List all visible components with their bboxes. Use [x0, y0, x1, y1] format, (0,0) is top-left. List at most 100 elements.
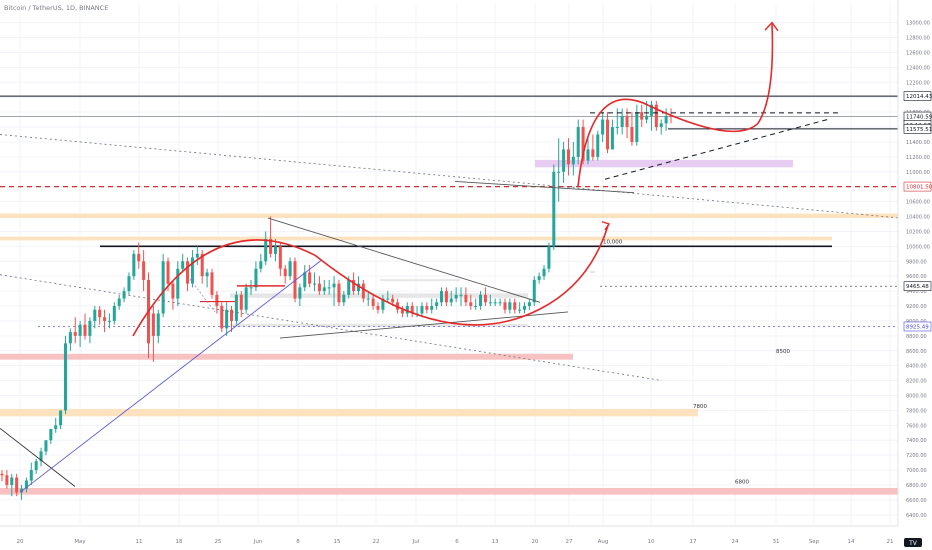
candle[interactable] — [249, 279, 253, 295]
candle[interactable] — [54, 417, 58, 433]
candle[interactable] — [459, 287, 463, 307]
candle[interactable] — [410, 302, 414, 318]
candle[interactable] — [327, 279, 331, 295]
candle[interactable] — [620, 108, 624, 135]
candle[interactable] — [488, 294, 492, 307]
candle[interactable] — [474, 298, 478, 310]
candle[interactable] — [361, 279, 365, 303]
candle[interactable] — [337, 279, 341, 307]
candle[interactable] — [430, 298, 434, 314]
candle[interactable] — [630, 112, 634, 146]
candle[interactable] — [151, 306, 155, 362]
candle[interactable] — [171, 279, 175, 310]
candle[interactable] — [635, 104, 639, 146]
candle[interactable] — [176, 261, 180, 307]
candle[interactable] — [278, 242, 282, 277]
candle[interactable] — [464, 287, 468, 307]
candle[interactable] — [562, 141, 566, 183]
candle[interactable] — [469, 294, 473, 310]
candle[interactable] — [439, 287, 444, 307]
candle[interactable] — [34, 458, 38, 474]
price-axis[interactable]: 6400.00 6600.00 6800.00 7000.00 7200.00 7400.… — [897, 0, 932, 550]
candle[interactable] — [396, 298, 400, 314]
candle[interactable] — [444, 287, 448, 307]
candle[interactable] — [181, 253, 185, 273]
candle[interactable] — [586, 138, 590, 165]
candle[interactable] — [161, 253, 165, 318]
candle[interactable] — [552, 164, 556, 251]
candle[interactable] — [640, 104, 644, 128]
candle[interactable] — [571, 141, 575, 176]
candle[interactable] — [386, 291, 390, 303]
candle[interactable] — [88, 317, 92, 344]
candle[interactable] — [308, 265, 312, 288]
candle[interactable] — [576, 119, 580, 165]
candle[interactable] — [610, 119, 614, 150]
candle[interactable] — [298, 283, 302, 307]
candle[interactable] — [313, 272, 317, 292]
candle[interactable] — [322, 279, 326, 295]
candle[interactable] — [244, 283, 248, 314]
candle[interactable] — [20, 484, 24, 500]
candle[interactable] — [190, 250, 194, 288]
candle[interactable] — [269, 216, 273, 258]
candle[interactable] — [273, 238, 277, 262]
price-label[interactable]: 10801.50 — [903, 181, 932, 192]
candle[interactable] — [29, 462, 33, 485]
candle[interactable] — [239, 291, 243, 318]
candle[interactable] — [503, 298, 507, 314]
candle[interactable] — [73, 317, 77, 344]
candle[interactable] — [527, 298, 531, 310]
candle[interactable] — [449, 291, 453, 307]
candle[interactable] — [229, 306, 234, 333]
candle[interactable] — [259, 253, 263, 273]
candle[interactable] — [146, 272, 151, 359]
price-label[interactable]: 12014.43 — [903, 91, 932, 101]
candle[interactable] — [317, 276, 321, 295]
candle[interactable] — [303, 265, 307, 292]
time-axis[interactable]: 20 May 11 18 25 Jun 8 15 22 Jul 6 13 20 27 Aug 10 17 24 31… — [0, 525, 898, 545]
candle[interactable] — [78, 320, 82, 348]
candle[interactable] — [537, 272, 541, 284]
candle[interactable] — [293, 257, 297, 303]
candle[interactable] — [649, 100, 653, 131]
candle[interactable] — [93, 306, 97, 329]
candle[interactable] — [513, 298, 517, 314]
candle[interactable] — [332, 276, 336, 307]
candle[interactable] — [557, 138, 561, 202]
candle[interactable] — [376, 302, 380, 314]
candle[interactable] — [654, 100, 658, 131]
candle[interactable] — [400, 306, 404, 318]
candle[interactable] — [532, 276, 536, 307]
candle[interactable] — [117, 294, 121, 310]
candle[interactable] — [127, 272, 131, 295]
candle[interactable] — [68, 328, 72, 351]
candle[interactable] — [606, 112, 610, 154]
price-label[interactable]: 8925.49 — [903, 321, 932, 332]
candle[interactable] — [220, 302, 224, 333]
candle[interactable] — [234, 291, 238, 325]
candle[interactable] — [420, 302, 424, 318]
candle[interactable] — [264, 231, 268, 265]
candle[interactable] — [254, 261, 258, 292]
candle[interactable] — [15, 473, 19, 497]
candle[interactable] — [137, 242, 141, 269]
candle[interactable] — [342, 291, 346, 307]
candle[interactable] — [39, 447, 43, 467]
candle[interactable] — [454, 287, 458, 303]
candle[interactable] — [44, 440, 48, 456]
candle[interactable] — [103, 309, 107, 333]
candle[interactable] — [156, 309, 160, 344]
candle[interactable] — [435, 298, 439, 310]
candle[interactable] — [518, 302, 522, 314]
candle[interactable] — [381, 294, 385, 314]
candle[interactable] — [566, 138, 570, 176]
candle[interactable] — [59, 410, 63, 430]
candle[interactable] — [479, 291, 483, 310]
candle[interactable] — [10, 473, 14, 497]
candle[interactable] — [659, 119, 663, 135]
price-label[interactable]: 11740.59 — [903, 111, 932, 122]
price-label[interactable]: 11575.51 — [903, 124, 932, 134]
candle[interactable] — [493, 298, 497, 307]
